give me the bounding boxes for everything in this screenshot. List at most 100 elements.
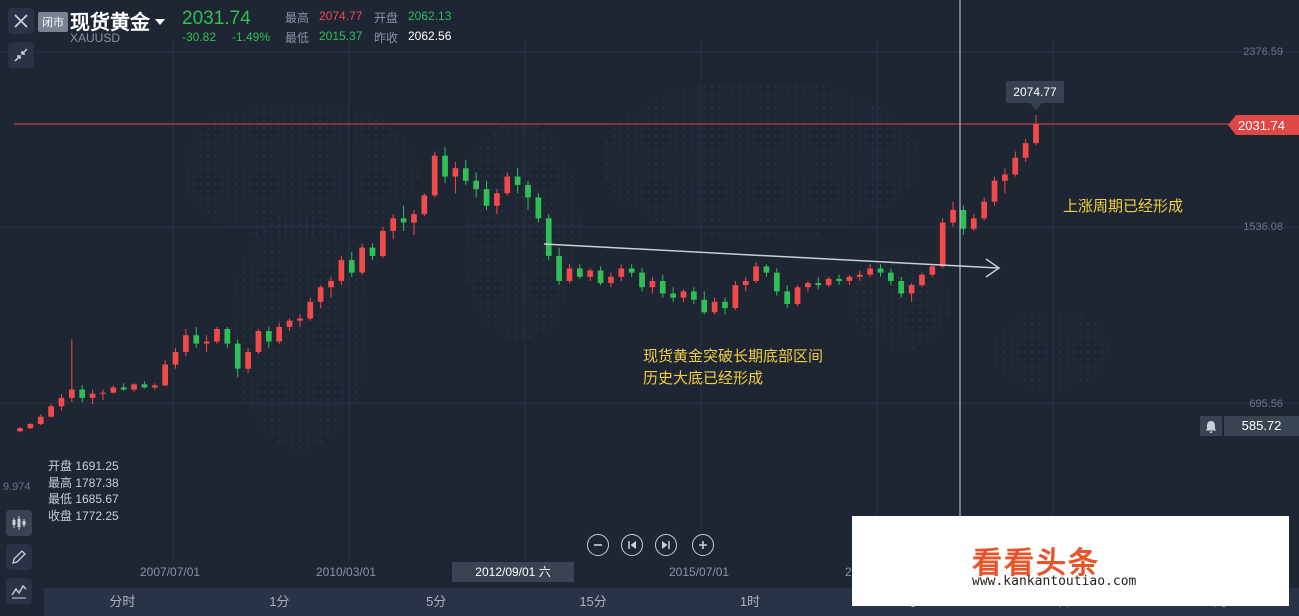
timeframe-tab[interactable]: 1时 <box>739 594 761 609</box>
collapse-button[interactable] <box>8 42 34 68</box>
candle-body <box>265 331 272 342</box>
candle-body <box>825 278 832 286</box>
timeframe-tab[interactable]: 分时 <box>109 594 136 609</box>
candle-body <box>742 280 749 286</box>
candle-body <box>141 384 148 388</box>
candle-body <box>369 247 376 256</box>
candle-body <box>328 280 334 288</box>
candle-body <box>628 268 635 273</box>
candle-body <box>545 218 552 256</box>
timeframe-tab[interactable]: 1分 <box>269 594 290 609</box>
left-edge-value: 9.974 <box>3 481 31 493</box>
candle-body <box>462 168 469 181</box>
watermark-box: 看看头条 www.kankantoutiao.com <box>852 516 1289 606</box>
price-tag-shape <box>1228 115 1299 135</box>
market-closed-badge: 闭市 <box>38 12 68 32</box>
ohlc-low: 最低 1685.67 <box>48 492 119 506</box>
candle-body <box>224 328 231 344</box>
candle-body <box>390 218 397 231</box>
candle-body <box>348 260 355 273</box>
y-tick-mid: 1536.08 <box>1243 221 1283 233</box>
candle-body <box>58 397 65 407</box>
low-label: 最低 <box>285 31 310 45</box>
annotation-uptrend: 上涨周期已经形成 <box>1063 198 1184 215</box>
candle-body <box>359 247 365 273</box>
x-tick-4: 2015/07/01 <box>669 565 730 579</box>
candle-body <box>597 270 604 284</box>
ohlc-open: 开盘 1691.25 <box>48 459 119 473</box>
last-price-tag: 2031.74 <box>1228 115 1299 140</box>
candle-body <box>297 318 303 321</box>
candle-body <box>338 260 345 281</box>
timeframe-tab[interactable]: 15分 <box>579 594 607 609</box>
candle-body <box>722 301 728 309</box>
candle-body <box>970 218 977 229</box>
zoom-out-button[interactable] <box>587 534 609 556</box>
trend-arrow-line <box>543 243 999 269</box>
candle-body <box>981 201 988 219</box>
timeframe-tab[interactable]: 5分 <box>426 594 447 609</box>
candle-body <box>100 392 106 394</box>
candle-body <box>815 283 822 286</box>
candle-body <box>888 272 894 281</box>
zoom-in-button[interactable] <box>692 534 714 556</box>
y-tick-low: 695.56 <box>1249 398 1283 410</box>
x-tick-2: 2010/03/01 <box>316 565 377 579</box>
candle-body <box>929 266 936 275</box>
bell-icon <box>1205 420 1217 433</box>
candle-body <box>639 272 645 288</box>
candle-body <box>950 209 956 223</box>
close-button[interactable] <box>8 8 34 34</box>
candle-body <box>659 280 666 294</box>
instrument-title[interactable]: 现货黄金 <box>70 12 150 34</box>
candle-body <box>89 393 96 398</box>
ohlc-high: 最高 1787.38 <box>48 475 119 490</box>
candle-body <box>566 268 573 281</box>
draw-button[interactable] <box>6 544 32 570</box>
candle-body <box>131 384 137 390</box>
scroll-start-button[interactable] <box>621 534 643 556</box>
tooltip-pointer <box>1030 103 1042 110</box>
ohlc-panel: 开盘 1691.25 最高 1787.38 最低 1685.67 收盘 1772… <box>48 458 119 524</box>
candle-body <box>773 272 780 292</box>
candle-body <box>504 176 511 194</box>
candle-body <box>245 351 251 369</box>
annotation-breakout: 现货黄金突破长期底部区间 <box>643 348 824 365</box>
price-change-percent: -1.49% <box>232 30 271 44</box>
indicator-button[interactable] <box>6 510 32 536</box>
candle-body <box>286 320 293 327</box>
candle-body <box>691 291 697 300</box>
x-tick-1: 2007/07/01 <box>140 565 201 579</box>
scroll-end-button[interactable] <box>655 534 677 556</box>
candle-body <box>162 364 168 386</box>
candle-body <box>763 266 770 273</box>
candle-body <box>535 197 542 219</box>
candle-body <box>110 387 117 393</box>
candle-body <box>618 268 625 277</box>
instrument-dropdown-icon[interactable] <box>155 14 165 32</box>
crosshair-value-tag: 585.72 <box>1224 416 1299 436</box>
candle-body <box>120 387 127 390</box>
line-chart-button[interactable] <box>6 578 32 604</box>
current-price: 2031.74 <box>182 8 251 29</box>
candle-body <box>753 266 759 281</box>
alert-button[interactable] <box>1200 416 1222 436</box>
candle-body <box>214 328 220 342</box>
candle-body <box>307 301 314 319</box>
candle-body <box>1012 157 1019 175</box>
candle-body <box>898 280 905 294</box>
open-value: 2062.13 <box>408 9 452 23</box>
candle-body <box>576 268 583 277</box>
candle-body <box>37 416 44 424</box>
candle-body <box>473 180 480 190</box>
candle-body <box>908 285 915 294</box>
candle-body <box>411 214 417 223</box>
candle-body <box>17 428 23 432</box>
candle-body <box>794 287 801 304</box>
candle-body <box>867 268 873 275</box>
candle-body <box>431 155 438 196</box>
candle-body <box>836 278 842 281</box>
candle-body <box>525 184 531 198</box>
last-price-tag-text: 2031.74 <box>1238 118 1285 133</box>
